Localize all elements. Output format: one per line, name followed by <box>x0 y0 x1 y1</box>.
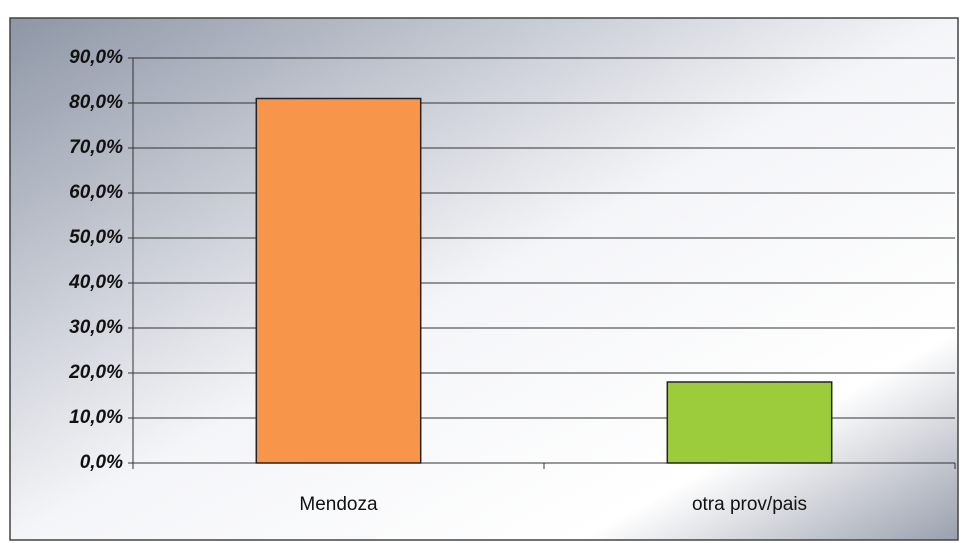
y-tick-label: 70,0% <box>69 137 123 158</box>
x-tick-label: Mendoza <box>299 494 378 515</box>
y-tick-label: 0,0% <box>80 452 123 473</box>
y-tick-label: 20,0% <box>68 362 123 383</box>
y-tick-label: 90,0% <box>69 47 123 68</box>
y-tick-label: 60,0% <box>69 182 123 203</box>
y-tick-label: 30,0% <box>69 317 123 338</box>
y-tick-label: 10,0% <box>69 407 123 428</box>
y-tick-label: 40,0% <box>68 272 123 293</box>
bar <box>255 97 422 464</box>
y-tick-label: 80,0% <box>69 92 123 113</box>
bar <box>666 381 833 464</box>
x-tick-label: otra prov/pais <box>692 494 807 515</box>
y-tick-label: 50,0% <box>69 227 123 248</box>
